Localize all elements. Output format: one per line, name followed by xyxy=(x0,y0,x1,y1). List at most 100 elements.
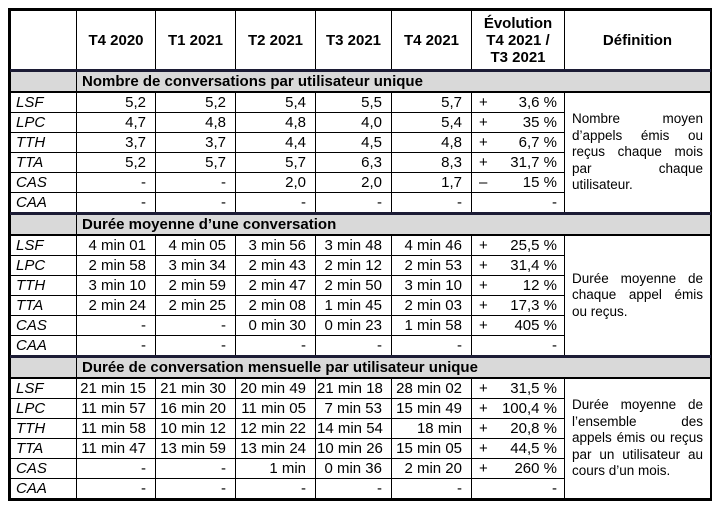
row-label: CAS xyxy=(10,458,77,479)
row-label: LSF xyxy=(10,91,77,113)
evolution-content: +260 % xyxy=(479,460,557,477)
value-cell: 2 min 50 xyxy=(315,275,392,296)
evolution-cell: - xyxy=(471,192,565,214)
value-cell: 2 min 24 xyxy=(76,295,156,316)
value-cell: 8,3 xyxy=(391,152,472,173)
table-row: TTH 11 min 58 10 min 12 12 min 22 14 min 54 1… xyxy=(10,418,711,439)
evolution-value: 3,6 % xyxy=(518,94,557,111)
value-cell: 3,7 xyxy=(155,132,236,153)
evolution-content: +25,5 % xyxy=(479,237,557,254)
value-cell: - xyxy=(76,458,156,479)
value-cell: - xyxy=(235,478,316,499)
definition-cell: Durée moyenne de chaque appel émis ou re… xyxy=(564,234,711,357)
value-cell: 20 min 49 xyxy=(235,377,316,399)
value-cell: 0 min 36 xyxy=(315,458,392,479)
value-cell: - xyxy=(391,192,472,214)
evolution-value: 25,5 % xyxy=(510,237,557,254)
evolution-cell: +100,4 % xyxy=(471,398,565,419)
value-cell: 28 min 02 xyxy=(391,377,472,399)
evolution-cell: +12 % xyxy=(471,275,565,296)
value-cell: 4 min 01 xyxy=(76,234,156,256)
value-cell: - xyxy=(155,192,236,214)
value-cell: - xyxy=(155,335,236,357)
row-label: CAA xyxy=(10,192,77,214)
section-title: Durée de conversation mensuelle par util… xyxy=(76,355,711,379)
evolution-sign: + xyxy=(479,154,488,171)
evolution-value: 15 % xyxy=(522,174,557,191)
evolution-value: - xyxy=(552,194,557,211)
value-cell: 7 min 53 xyxy=(315,398,392,419)
evolution-sign: + xyxy=(479,420,488,437)
section-header-row: Durée moyenne d’une conversation xyxy=(10,212,711,236)
row-label: TTH xyxy=(10,418,77,439)
evolution-value: 31,7 % xyxy=(510,154,557,171)
header-row: T4 2020 T1 2021 T2 2021 T3 2021 T4 2021 … xyxy=(10,10,711,71)
evolution-value: 20,8 % xyxy=(510,420,557,437)
value-cell: 4,5 xyxy=(315,132,392,153)
row-label: TTA xyxy=(10,152,77,173)
value-cell: 4,8 xyxy=(155,112,236,133)
value-cell: 10 min 26 xyxy=(315,438,392,459)
value-cell: 10 min 12 xyxy=(155,418,236,439)
section-header-row: Durée de conversation mensuelle par util… xyxy=(10,355,711,379)
evolution-cell: +17,3 % xyxy=(471,295,565,316)
value-cell: 11 min 58 xyxy=(76,418,156,439)
value-cell: 13 min 59 xyxy=(155,438,236,459)
evolution-content: - xyxy=(479,337,557,354)
value-cell: 4,8 xyxy=(391,132,472,153)
evolution-value: 35 % xyxy=(522,114,557,131)
definition-cell: Durée moyenne de l’ensemble des appels é… xyxy=(564,377,711,499)
evolution-value: 31,5 % xyxy=(510,380,557,397)
stats-table-border: T4 2020 T1 2021 T2 2021 T3 2021 T4 2021 … xyxy=(8,8,712,501)
evolution-content: - xyxy=(479,194,557,211)
evolution-content: +35 % xyxy=(479,114,557,131)
evolution-sign: + xyxy=(479,114,488,131)
row-label: LPC xyxy=(10,255,77,276)
col-header-t2-2021: T2 2021 xyxy=(235,10,316,71)
evolution-cell: +31,4 % xyxy=(471,255,565,276)
value-cell: 2 min 47 xyxy=(235,275,316,296)
value-cell: - xyxy=(315,335,392,357)
table-row: CAS - -0 min 30 0 min 23 1 min 58 +405 % xyxy=(10,315,711,336)
value-cell: - xyxy=(155,172,236,193)
evolution-cell: - xyxy=(471,478,565,499)
value-cell: - xyxy=(76,478,156,499)
value-cell: 4,7 xyxy=(76,112,156,133)
value-cell: 2 min 08 xyxy=(235,295,316,316)
evolution-cell: +35 % xyxy=(471,112,565,133)
table-row: CAA - - - - - - xyxy=(10,335,711,357)
col-header-evolution: Évolution T4 2021 / T3 2021 xyxy=(471,10,565,71)
col-header-t3-2021: T3 2021 xyxy=(315,10,392,71)
section-title: Durée moyenne d’une conversation xyxy=(76,212,711,236)
section-header-row: Nombre de conversations par utilisateur … xyxy=(10,69,711,93)
evolution-cell: +31,7 % xyxy=(471,152,565,173)
evolution-content: +20,8 % xyxy=(479,420,557,437)
value-cell: 18 min xyxy=(391,418,472,439)
section-header-label-cell xyxy=(10,355,77,379)
value-cell: 2 min 53 xyxy=(391,255,472,276)
evolution-cell: - xyxy=(471,335,565,357)
evolution-sign: + xyxy=(479,134,488,151)
evolution-cell: +25,5 % xyxy=(471,234,565,256)
value-cell: 5,4 xyxy=(235,91,316,113)
table-row: LSF 5,2 5,2 5,4 5,5 5,7 +3,6 % Nombre moyen d’a… xyxy=(10,91,711,214)
evolution-content: +44,5 % xyxy=(479,440,557,457)
table-row: CAA - - - - - - xyxy=(10,478,711,499)
evolution-content: +31,5 % xyxy=(479,380,557,397)
evolution-cell: +260 % xyxy=(471,458,565,479)
evolution-cell: +3,6 % xyxy=(471,91,565,113)
evolution-value: 31,4 % xyxy=(510,257,557,274)
table-row: TTH 3,7 3,7 4,4 4,5 4,8 +6,7 % xyxy=(10,132,711,153)
value-cell: 3 min 48 xyxy=(315,234,392,256)
row-label: CAS xyxy=(10,315,77,336)
value-cell: 0 min 30 xyxy=(235,315,316,336)
row-label: CAS xyxy=(10,172,77,193)
value-cell: 2 min 59 xyxy=(155,275,236,296)
evolution-cell: +20,8 % xyxy=(471,418,565,439)
section-title: Nombre de conversations par utilisateur … xyxy=(76,69,711,93)
evolution-cell: +44,5 % xyxy=(471,438,565,459)
evolution-sign: + xyxy=(479,297,488,314)
table-row: CAA - - - - - - xyxy=(10,192,711,214)
value-cell: 2 min 03 xyxy=(391,295,472,316)
value-cell: 3 min 10 xyxy=(76,275,156,296)
